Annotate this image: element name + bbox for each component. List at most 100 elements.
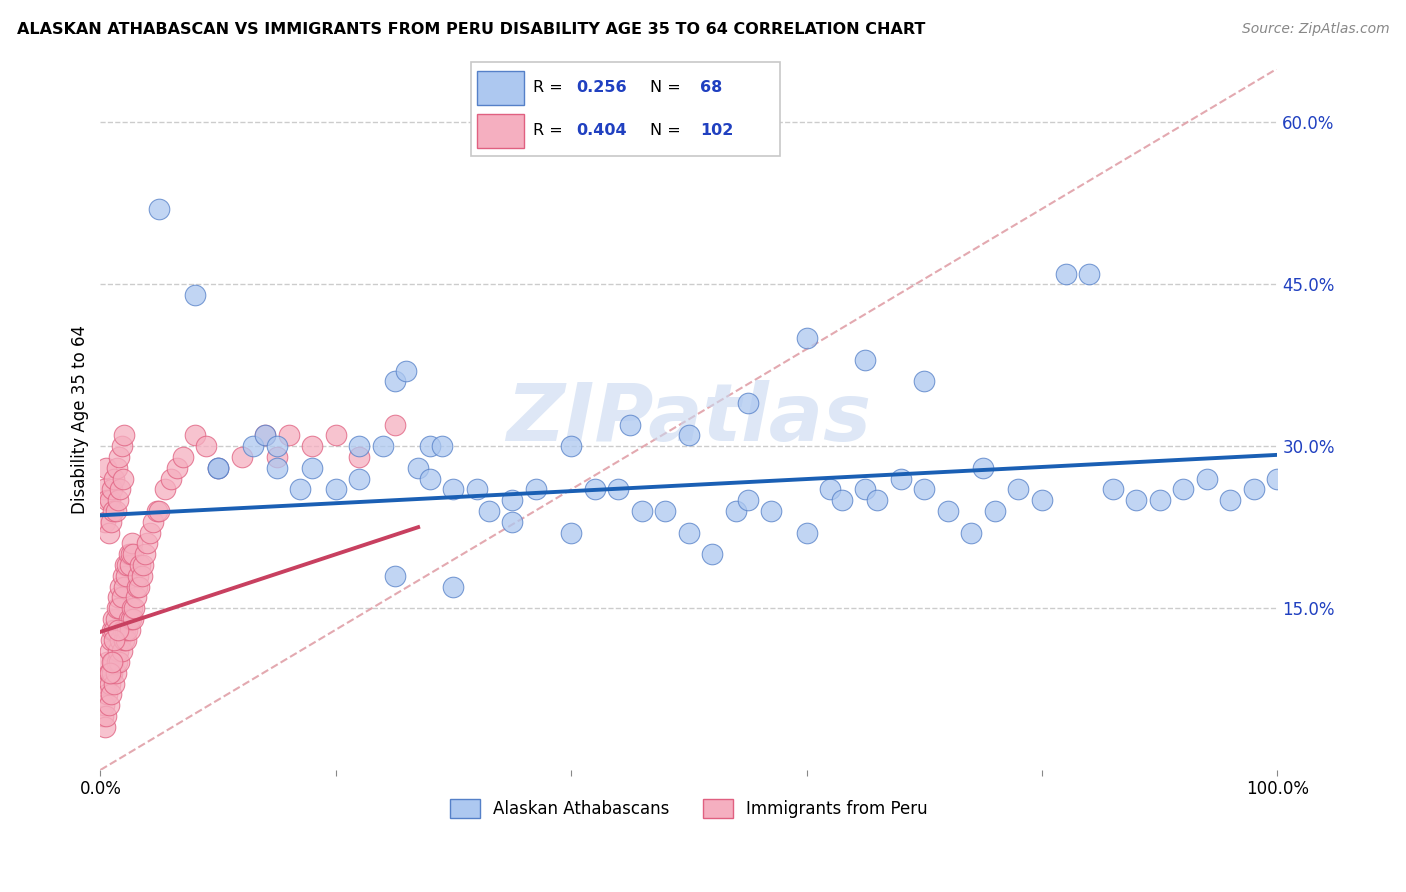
Text: 68: 68 <box>700 80 723 95</box>
Point <box>430 439 453 453</box>
Point <box>104 504 127 518</box>
Point <box>139 525 162 540</box>
Point <box>148 202 170 216</box>
Point <box>254 428 277 442</box>
Point <box>110 633 132 648</box>
Point <box>108 450 131 464</box>
Point <box>128 580 150 594</box>
Point <box>737 396 759 410</box>
Point <box>1219 493 1241 508</box>
Point <box>98 665 121 680</box>
Point <box>478 504 501 518</box>
Point <box>96 460 118 475</box>
Point <box>818 483 841 497</box>
Text: ZIPatlas: ZIPatlas <box>506 380 872 458</box>
Point <box>115 633 138 648</box>
Point <box>114 558 136 572</box>
Point <box>678 525 700 540</box>
Point <box>254 428 277 442</box>
Point <box>936 504 959 518</box>
Point <box>120 612 142 626</box>
Legend: Alaskan Athabascans, Immigrants from Peru: Alaskan Athabascans, Immigrants from Per… <box>443 792 935 825</box>
Point <box>406 460 429 475</box>
Point <box>103 623 125 637</box>
Point <box>96 493 118 508</box>
Point <box>1007 483 1029 497</box>
Point <box>124 601 146 615</box>
FancyBboxPatch shape <box>477 114 523 148</box>
Point <box>111 472 134 486</box>
Point <box>325 483 347 497</box>
Point <box>117 612 139 626</box>
Point <box>1195 472 1218 486</box>
Point <box>678 428 700 442</box>
Text: N =: N = <box>651 123 686 138</box>
Point <box>266 460 288 475</box>
Point <box>104 665 127 680</box>
Point <box>866 493 889 508</box>
Point <box>129 558 152 572</box>
Point <box>560 525 582 540</box>
Point <box>96 676 118 690</box>
Point <box>96 688 118 702</box>
Point <box>96 709 118 723</box>
Point <box>127 568 149 582</box>
Point <box>501 493 523 508</box>
Point <box>117 547 139 561</box>
Point <box>195 439 218 453</box>
FancyBboxPatch shape <box>471 62 780 156</box>
Point <box>724 504 747 518</box>
Point <box>94 720 117 734</box>
Point <box>654 504 676 518</box>
Point <box>142 515 165 529</box>
Text: N =: N = <box>651 80 686 95</box>
Point <box>619 417 641 432</box>
Point <box>242 439 264 453</box>
Point <box>371 439 394 453</box>
Point <box>153 483 176 497</box>
Point <box>207 460 229 475</box>
Point <box>101 623 124 637</box>
Point <box>1125 493 1147 508</box>
Point <box>115 568 138 582</box>
Point <box>105 601 128 615</box>
Point <box>465 483 488 497</box>
Point <box>121 601 143 615</box>
Point <box>419 472 441 486</box>
Text: 0.404: 0.404 <box>576 123 627 138</box>
Point <box>98 644 121 658</box>
Point <box>266 450 288 464</box>
Point <box>855 352 877 367</box>
Text: R =: R = <box>533 123 568 138</box>
Point <box>97 698 120 713</box>
Point <box>166 460 188 475</box>
Point <box>384 417 406 432</box>
Point <box>108 601 131 615</box>
Point <box>105 655 128 669</box>
Point <box>108 655 131 669</box>
Point <box>349 472 371 486</box>
Point <box>855 483 877 497</box>
Point <box>121 536 143 550</box>
Point <box>912 375 935 389</box>
Point <box>117 623 139 637</box>
Point <box>266 439 288 453</box>
Point <box>107 591 129 605</box>
Text: 0.256: 0.256 <box>576 80 627 95</box>
Point <box>136 536 159 550</box>
Point <box>560 439 582 453</box>
Point <box>110 439 132 453</box>
Point <box>419 439 441 453</box>
Text: 102: 102 <box>700 123 734 138</box>
Point <box>98 493 121 508</box>
Point <box>91 709 114 723</box>
Point <box>94 515 117 529</box>
Point <box>160 472 183 486</box>
Text: ALASKAN ATHABASCAN VS IMMIGRANTS FROM PERU DISABILITY AGE 35 TO 64 CORRELATION C: ALASKAN ATHABASCAN VS IMMIGRANTS FROM PE… <box>17 22 925 37</box>
Point <box>118 558 141 572</box>
Point <box>890 472 912 486</box>
Point <box>148 504 170 518</box>
Point <box>105 460 128 475</box>
Point <box>112 580 135 594</box>
Point <box>737 493 759 508</box>
